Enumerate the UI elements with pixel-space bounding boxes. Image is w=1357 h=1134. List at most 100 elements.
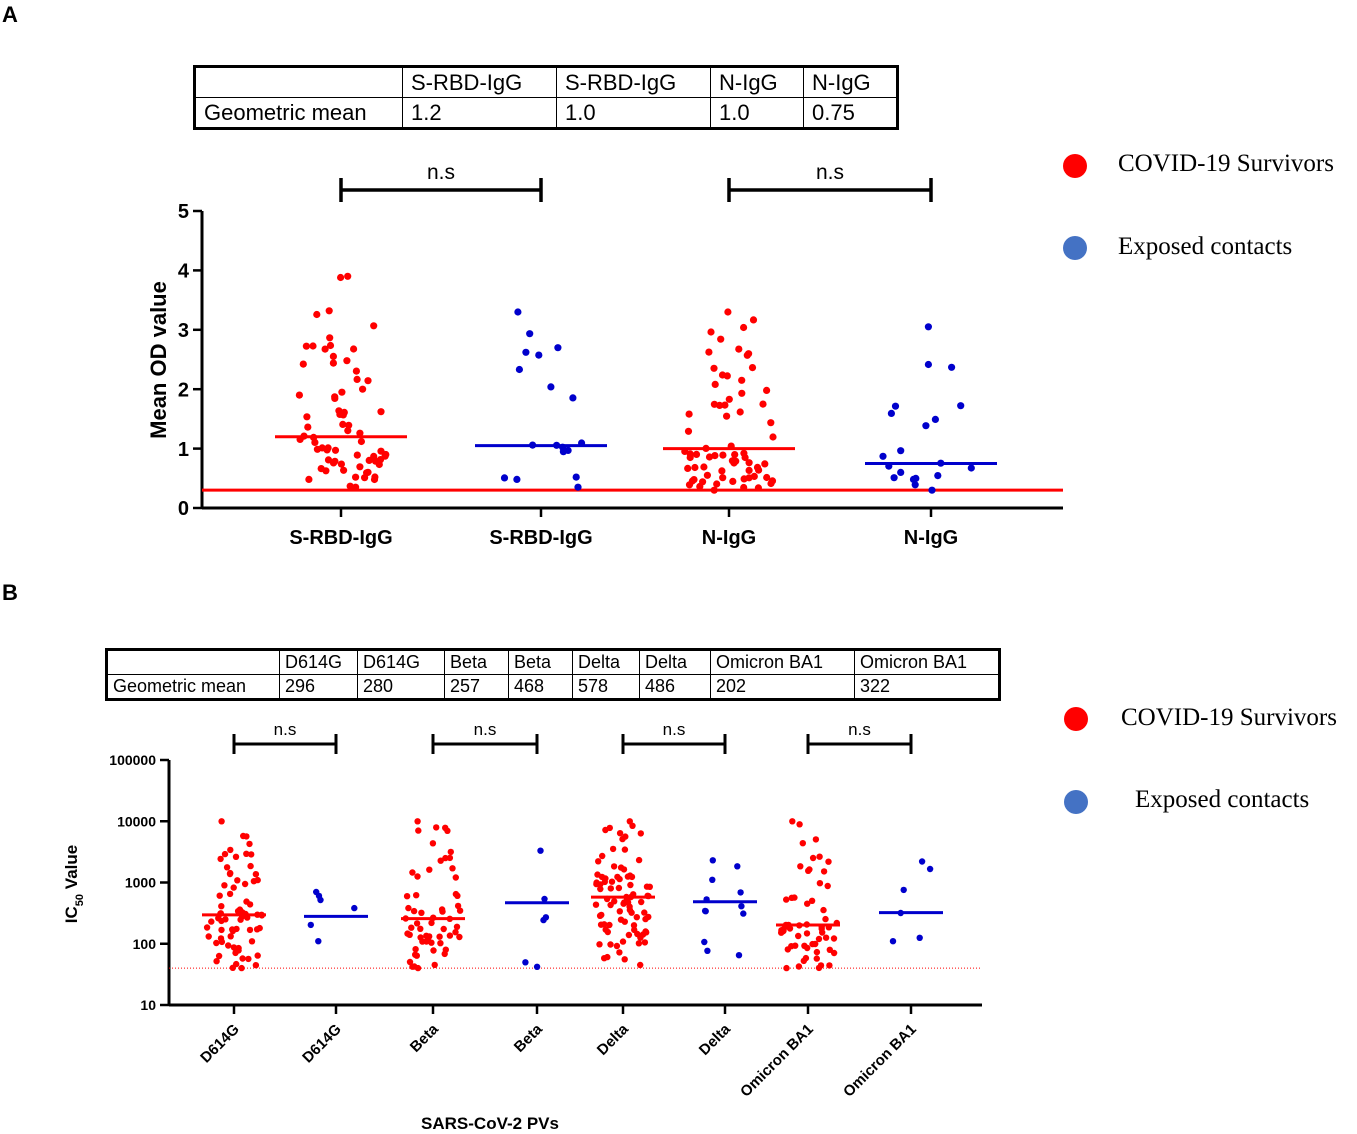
- data-point: [630, 922, 638, 929]
- data-point: [239, 955, 246, 962]
- data-point: [233, 960, 240, 968]
- data-point: [711, 380, 719, 388]
- data-point: [599, 852, 606, 860]
- data-point: [719, 474, 727, 482]
- data-point: [642, 928, 649, 935]
- data-point: [428, 919, 435, 927]
- data-point: [924, 323, 933, 331]
- data-point: [533, 963, 541, 970]
- data-point: [547, 383, 555, 391]
- data-point: [370, 475, 379, 484]
- table-cell: 257: [444, 674, 509, 699]
- data-point: [413, 920, 421, 927]
- data-point: [816, 880, 824, 887]
- table-cell: 322: [854, 674, 999, 699]
- data-point: [313, 310, 321, 319]
- data-point: [616, 949, 623, 956]
- data-point: [322, 467, 330, 475]
- data-point: [252, 871, 260, 878]
- data-point: [217, 935, 225, 942]
- data-point: [621, 918, 628, 925]
- data-point: [404, 930, 411, 937]
- data-point: [631, 926, 638, 934]
- data-point: [365, 456, 373, 464]
- data-point: [241, 880, 249, 888]
- data-point: [331, 457, 339, 465]
- data-point: [616, 830, 624, 837]
- data-point: [414, 818, 421, 825]
- data-point: [684, 427, 693, 435]
- y-axis-label: Mean OD value: [146, 281, 171, 439]
- table-cell: 0.75: [803, 97, 897, 128]
- significance-label: n.s: [663, 720, 686, 739]
- data-point: [743, 351, 751, 359]
- legend-contacts-marker: [1063, 236, 1087, 260]
- data-point: [607, 885, 614, 892]
- table-cell: Omicron BA1: [710, 650, 855, 675]
- data-point: [926, 865, 934, 873]
- data-point: [305, 475, 313, 483]
- data-point: [514, 308, 522, 316]
- table-cell: 202: [710, 674, 855, 699]
- data-point: [343, 357, 351, 365]
- data-point: [574, 483, 582, 491]
- data-point: [352, 367, 360, 375]
- data-point: [738, 903, 745, 910]
- data-point: [625, 931, 633, 939]
- data-point: [800, 957, 807, 965]
- data-point: [595, 858, 602, 865]
- data-point: [924, 360, 933, 369]
- data-point: [710, 364, 718, 372]
- data-point: [967, 464, 975, 472]
- data-point: [738, 389, 746, 397]
- table-a-header-row: S-RBD-IgG S-RBD-IgG N-IgG N-IgG: [195, 67, 897, 98]
- data-point: [408, 924, 415, 931]
- geometric-mean-table-a: S-RBD-IgG S-RBD-IgG N-IgG N-IgG Geometri…: [193, 65, 899, 130]
- data-point: [246, 926, 254, 934]
- data-point: [911, 481, 919, 489]
- data-point: [535, 351, 543, 359]
- data-point: [526, 330, 534, 338]
- data-point: [721, 401, 729, 409]
- data-point: [887, 409, 896, 417]
- data-point: [382, 450, 390, 459]
- data-point: [429, 840, 437, 847]
- data-point: [564, 446, 572, 454]
- data-point: [700, 463, 708, 471]
- data-point: [615, 884, 623, 892]
- data-point: [592, 901, 600, 908]
- data-point: [799, 840, 806, 847]
- data-point: [442, 946, 449, 953]
- y-tick-label: 10: [140, 997, 156, 1013]
- data-point: [227, 846, 234, 854]
- data-point: [454, 902, 462, 910]
- data-point: [616, 875, 623, 883]
- data-point: [315, 938, 322, 945]
- data-point: [414, 873, 421, 880]
- data-point: [243, 850, 250, 857]
- data-point: [629, 822, 636, 829]
- data-point: [754, 484, 763, 492]
- legend-contacts-marker: [1064, 790, 1088, 814]
- data-point: [440, 925, 447, 933]
- data-point: [357, 437, 365, 446]
- data-point: [213, 958, 220, 965]
- table-cell: 468: [508, 674, 573, 699]
- data-point: [621, 899, 628, 906]
- x-category-label: N-IgG: [702, 527, 756, 549]
- data-point: [616, 908, 623, 915]
- data-point: [824, 882, 831, 890]
- data-point: [227, 869, 234, 877]
- data-point: [803, 930, 811, 937]
- x-category-label: S-RBD-IgG: [289, 527, 392, 549]
- data-point: [789, 818, 796, 825]
- data-point: [329, 359, 337, 367]
- data-point: [606, 921, 613, 929]
- data-point: [238, 964, 245, 972]
- legend-survivors-label: COVID-19 Survivors: [1118, 150, 1334, 177]
- data-point: [826, 946, 833, 953]
- y-tick-label: 100: [133, 936, 157, 952]
- data-point: [447, 848, 454, 856]
- data-point: [222, 916, 229, 923]
- data-point: [236, 906, 244, 913]
